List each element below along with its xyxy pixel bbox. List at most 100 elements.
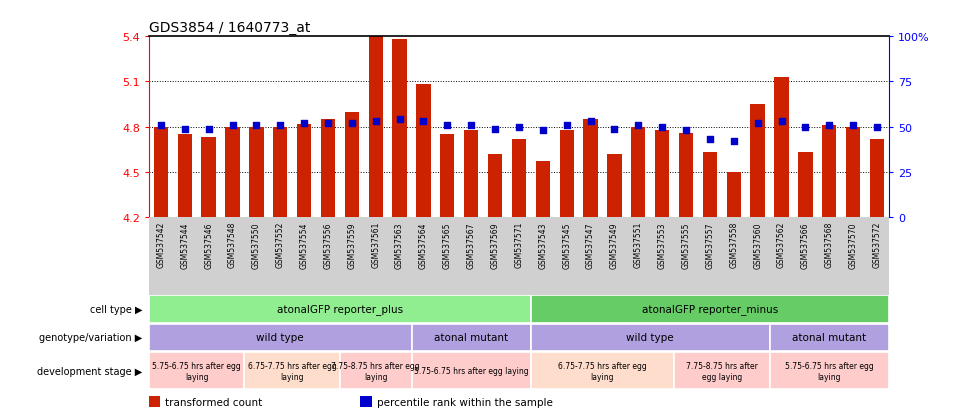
- Bar: [488, 154, 503, 218]
- Text: GSM537568: GSM537568: [825, 221, 834, 268]
- Bar: [870, 140, 884, 218]
- Bar: [799, 153, 813, 218]
- Text: 5.75-6.75 hrs after egg
laying: 5.75-6.75 hrs after egg laying: [785, 361, 874, 381]
- Point: [344, 121, 359, 127]
- Bar: [583, 120, 598, 218]
- FancyBboxPatch shape: [244, 352, 340, 389]
- Bar: [607, 154, 622, 218]
- Bar: [202, 138, 216, 218]
- Text: atonalGFP reporter_minus: atonalGFP reporter_minus: [642, 304, 778, 315]
- Point: [296, 121, 311, 127]
- Point: [727, 138, 742, 145]
- Text: 5.75-6.75 hrs after egg
laying: 5.75-6.75 hrs after egg laying: [153, 361, 241, 381]
- Text: GSM537567: GSM537567: [467, 221, 476, 268]
- Bar: [727, 173, 741, 218]
- Bar: [273, 127, 287, 218]
- Text: GSM537550: GSM537550: [252, 221, 260, 268]
- Bar: [154, 127, 168, 218]
- Point: [630, 122, 646, 129]
- Point: [249, 122, 264, 129]
- Text: 5.75-6.75 hrs after egg laying: 5.75-6.75 hrs after egg laying: [414, 366, 529, 375]
- Text: GSM537546: GSM537546: [204, 221, 213, 268]
- FancyBboxPatch shape: [340, 352, 411, 389]
- Text: percentile rank within the sample: percentile rank within the sample: [377, 396, 553, 407]
- Bar: [678, 133, 693, 218]
- Text: 6.75-7.75 hrs after egg
laying: 6.75-7.75 hrs after egg laying: [248, 361, 336, 381]
- Bar: [178, 135, 192, 218]
- Bar: [345, 112, 359, 218]
- Point: [559, 122, 575, 129]
- Text: GSM537547: GSM537547: [586, 221, 595, 268]
- Point: [511, 124, 527, 131]
- Point: [606, 126, 622, 133]
- Point: [583, 119, 599, 125]
- Point: [678, 128, 694, 134]
- Bar: [360, 396, 372, 407]
- Text: GSM537557: GSM537557: [705, 221, 714, 268]
- Bar: [392, 40, 407, 218]
- Text: GSM537561: GSM537561: [371, 221, 381, 268]
- Point: [702, 137, 718, 143]
- Text: 7.75-8.75 hrs after egg
laying: 7.75-8.75 hrs after egg laying: [332, 361, 420, 381]
- Bar: [369, 37, 382, 218]
- Bar: [535, 162, 550, 218]
- Text: GSM537548: GSM537548: [228, 221, 237, 268]
- FancyBboxPatch shape: [530, 296, 889, 323]
- Point: [870, 124, 885, 131]
- Text: GSM537563: GSM537563: [395, 221, 404, 268]
- Text: cell type ▶: cell type ▶: [89, 304, 142, 314]
- Text: GSM537545: GSM537545: [562, 221, 571, 268]
- Text: atonal mutant: atonal mutant: [792, 332, 866, 342]
- Bar: [512, 140, 526, 218]
- Text: development stage ▶: development stage ▶: [37, 366, 142, 376]
- Text: transformed count: transformed count: [165, 396, 262, 407]
- Point: [798, 124, 813, 131]
- Bar: [416, 85, 431, 218]
- Bar: [822, 126, 836, 218]
- Text: genotype/variation ▶: genotype/variation ▶: [38, 332, 142, 342]
- FancyBboxPatch shape: [149, 352, 244, 389]
- Text: GSM537544: GSM537544: [181, 221, 189, 268]
- Point: [439, 122, 455, 129]
- Text: GSM537560: GSM537560: [753, 221, 762, 268]
- Text: GSM537542: GSM537542: [157, 221, 165, 268]
- FancyBboxPatch shape: [530, 352, 674, 389]
- Point: [201, 126, 216, 133]
- Point: [654, 124, 670, 131]
- Bar: [751, 105, 765, 218]
- Text: GSM537571: GSM537571: [514, 221, 524, 268]
- FancyBboxPatch shape: [770, 352, 889, 389]
- Point: [822, 122, 837, 129]
- Text: GSM537552: GSM537552: [276, 221, 284, 268]
- FancyBboxPatch shape: [770, 324, 889, 351]
- Point: [774, 119, 789, 125]
- Text: GSM537564: GSM537564: [419, 221, 428, 268]
- Text: GSM537554: GSM537554: [300, 221, 308, 268]
- Text: wild type: wild type: [627, 332, 674, 342]
- Point: [535, 128, 551, 134]
- Point: [225, 122, 240, 129]
- Point: [177, 126, 192, 133]
- Text: GSM537569: GSM537569: [490, 221, 500, 268]
- FancyBboxPatch shape: [149, 324, 411, 351]
- Bar: [846, 127, 860, 218]
- Bar: [225, 127, 239, 218]
- Text: GSM537570: GSM537570: [849, 221, 857, 268]
- Text: GDS3854 / 1640773_at: GDS3854 / 1640773_at: [149, 21, 310, 35]
- Point: [273, 122, 288, 129]
- Text: GSM537549: GSM537549: [610, 221, 619, 268]
- Point: [846, 122, 861, 129]
- Point: [368, 119, 383, 125]
- FancyBboxPatch shape: [149, 296, 530, 323]
- Text: GSM537558: GSM537558: [729, 221, 738, 268]
- Bar: [702, 153, 717, 218]
- Text: GSM537572: GSM537572: [873, 221, 881, 268]
- Text: wild type: wild type: [257, 332, 304, 342]
- Bar: [655, 131, 669, 218]
- Text: GSM537556: GSM537556: [324, 221, 333, 268]
- FancyBboxPatch shape: [411, 352, 530, 389]
- Text: GSM537566: GSM537566: [801, 221, 810, 268]
- Text: GSM537543: GSM537543: [538, 221, 548, 268]
- Bar: [464, 131, 479, 218]
- Bar: [149, 396, 160, 407]
